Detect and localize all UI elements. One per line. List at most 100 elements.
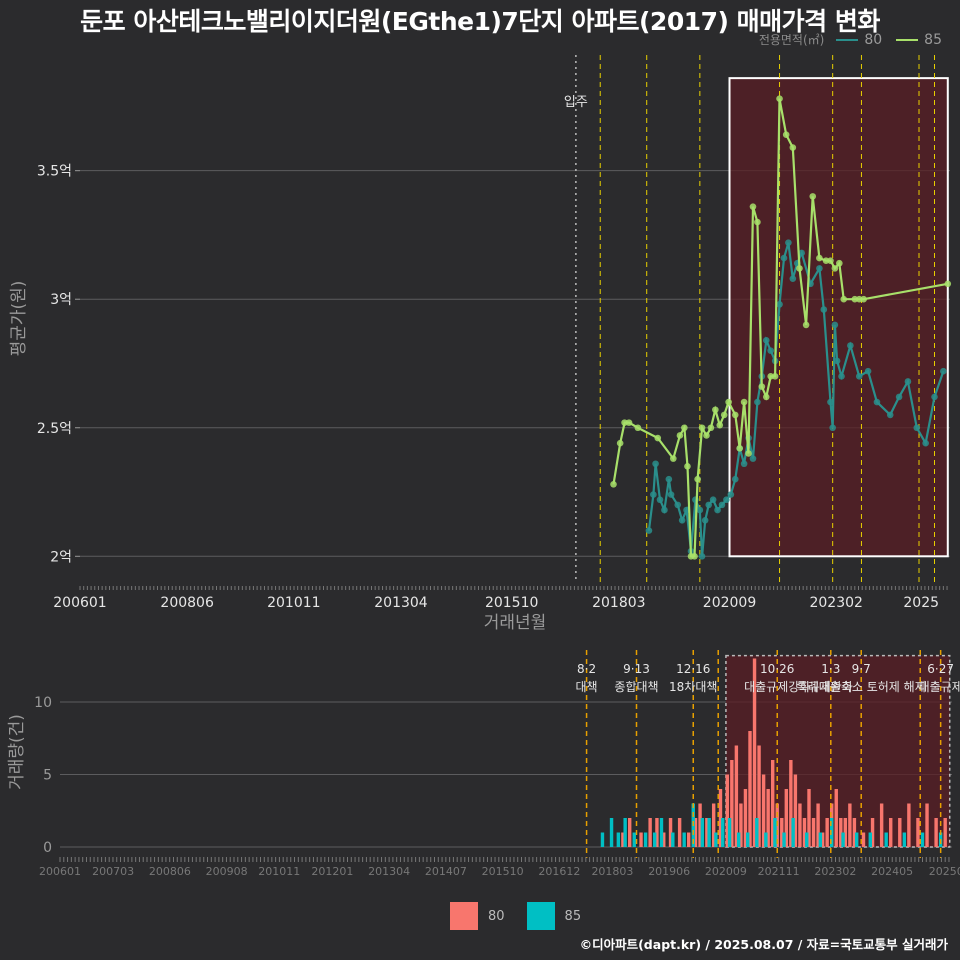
series-85-point [827,257,834,264]
bar-80 [861,832,866,847]
bar-x-tick-label: 201011 [258,865,300,878]
bar-85 [902,832,907,847]
bar-x-tick-label: 200601 [39,865,81,878]
series-85-point [802,321,810,329]
series-85-point [654,434,662,442]
legend-top: 전용면적(㎡) 80 85 [759,31,950,48]
series-80-point [886,411,894,419]
bar-x-tick-label: 202507 [929,865,960,878]
bar-80 [784,789,789,847]
policy-text-label: 종합대책 [614,679,658,694]
series-80-point [718,501,726,509]
series-85-point [610,481,617,488]
y-tick-label: 3.5억 [37,164,72,180]
series-85-point [831,265,839,272]
series-85-point [625,419,633,426]
bar-85 [773,818,777,847]
series-80-point [855,373,863,380]
bar-85 [700,818,705,847]
bar-80 [655,818,659,847]
bar-85 [652,832,657,847]
series-80-point [780,254,788,262]
move-in-label: 입주 [564,95,588,110]
bar-x-tick-label: 202405 [871,865,913,878]
series-80-point [776,301,783,308]
highlight-box [728,77,949,558]
series-80-point [816,265,823,272]
series-80-point [656,496,664,504]
bar-y-tick-label: 10 [34,695,52,711]
series-80-point [723,496,730,504]
bar-85 [884,832,888,847]
series-85-point [736,445,743,452]
series-80-point [678,517,686,524]
series-85-point [681,424,688,432]
bar-80 [943,818,947,847]
bar-80 [627,818,632,847]
x-tick-label: 201803 [592,595,645,611]
series-85-point [816,254,823,262]
bar-85 [682,832,686,847]
legend-bar-80-swatch [450,902,478,930]
policy-text-label: 규제완화 [809,680,853,694]
bar-80 [693,818,698,847]
series-85-point [740,398,748,406]
series-85-point [745,450,752,457]
series-85-point [684,463,691,470]
bar-85 [868,832,872,847]
bar-80 [811,818,816,847]
series-80-point [931,393,938,401]
x-tick-label: 201304 [374,595,428,611]
bar-x-tick-label: 201407 [425,865,467,878]
bar-80 [807,789,811,847]
bar-80 [802,818,807,847]
policy-text-label: 대출규제 [919,680,960,694]
series-80-point [754,398,761,406]
x-tick-label: 202009 [703,595,756,611]
series-80-point [838,373,845,380]
bar-80 [621,832,625,847]
bar-80 [648,818,652,847]
series-80-point [727,491,735,498]
series-85-point [703,432,710,439]
policy-text-label: 대책 [576,679,598,694]
series-80-point [698,552,706,560]
series-80-point [674,501,682,509]
bar-80 [839,818,843,847]
series-80-point [833,357,841,365]
bar-x-tick-label: 200806 [149,865,191,878]
bar-80 [834,789,838,847]
series-85-point [758,383,766,390]
series-85-point [720,411,728,419]
series-85-point [676,432,684,439]
bar-x-tick-label: 202302 [814,865,856,878]
series-80-point [652,460,659,468]
series-80-line [647,242,945,557]
bar-80 [752,658,757,847]
bar-85 [714,832,718,847]
bar-80 [734,745,739,847]
bar-80 [789,760,793,847]
bar-80 [820,832,825,847]
series-85-point [860,295,867,303]
y-tick-label: 2.5억 [37,421,72,437]
bar-80 [793,774,798,847]
bar-80 [639,832,643,847]
bar-x-tick-label: 200703 [92,865,134,878]
bar-80 [711,803,716,847]
bar-80 [743,789,748,847]
bar-85 [746,832,750,847]
bar-80 [677,818,682,847]
bar-x-tick-label: 201510 [482,865,524,878]
series-85-point [634,424,642,432]
footer-credit: ©디아파트(dapt.kr) / 2025.08.07 / 자료=국토교통부 실… [579,937,948,952]
bar-x-tick-label: 201906 [648,865,690,878]
bar-85 [643,832,648,847]
x-tick-label: 201510 [485,595,538,611]
series-80-point [789,275,797,282]
series-85-point [836,259,843,267]
bar-80 [748,731,752,847]
series-85-point [749,203,757,210]
chart-title: 둔포 아산테크노밸리이지더원(EGthe1)7단지 아파트(2017) 매매가격… [80,7,880,36]
y-axis-title: 평균가(원) [9,281,29,357]
